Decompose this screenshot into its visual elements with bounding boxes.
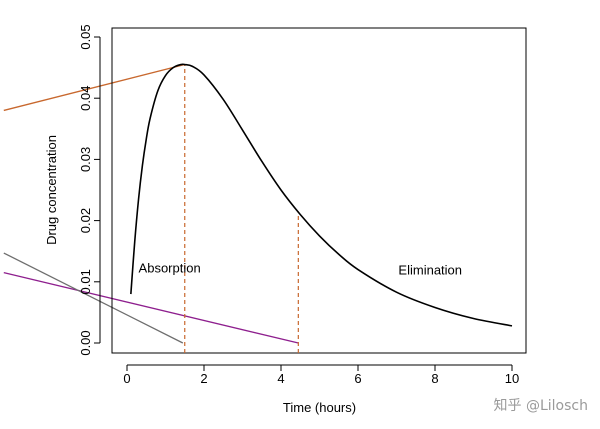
absorption-tangent-orange: [3, 63, 185, 112]
x-tick-label: 0: [123, 371, 130, 386]
y-axis-title: Drug concentration: [44, 135, 59, 245]
elimination-label: Elimination: [398, 262, 462, 277]
absorption-label: Absorption: [139, 261, 201, 276]
concentration-curve: [130, 63, 513, 327]
x-tick-label: 8: [431, 371, 438, 386]
elimination-line-purple: [3, 271, 299, 344]
x-tick-label: 2: [200, 371, 207, 386]
x-tick-label: 10: [505, 371, 519, 386]
y-tick-label: 0.03: [78, 147, 93, 172]
watermark-text: 知乎 @Lilosch: [494, 397, 588, 414]
y-tick-label: 0.02: [78, 208, 93, 233]
y-tick-label: 0.04: [78, 86, 93, 111]
x-tick-label: 6: [354, 371, 361, 386]
y-tick-label: 0.01: [78, 269, 93, 294]
x-axis-title: Time (hours): [283, 400, 356, 415]
gray-line: [3, 252, 184, 344]
y-tick-label: 0.00: [78, 330, 93, 355]
y-tick-label: 0.05: [78, 24, 93, 49]
x-tick-label: 4: [277, 371, 284, 386]
plot-frame: [111, 27, 527, 354]
